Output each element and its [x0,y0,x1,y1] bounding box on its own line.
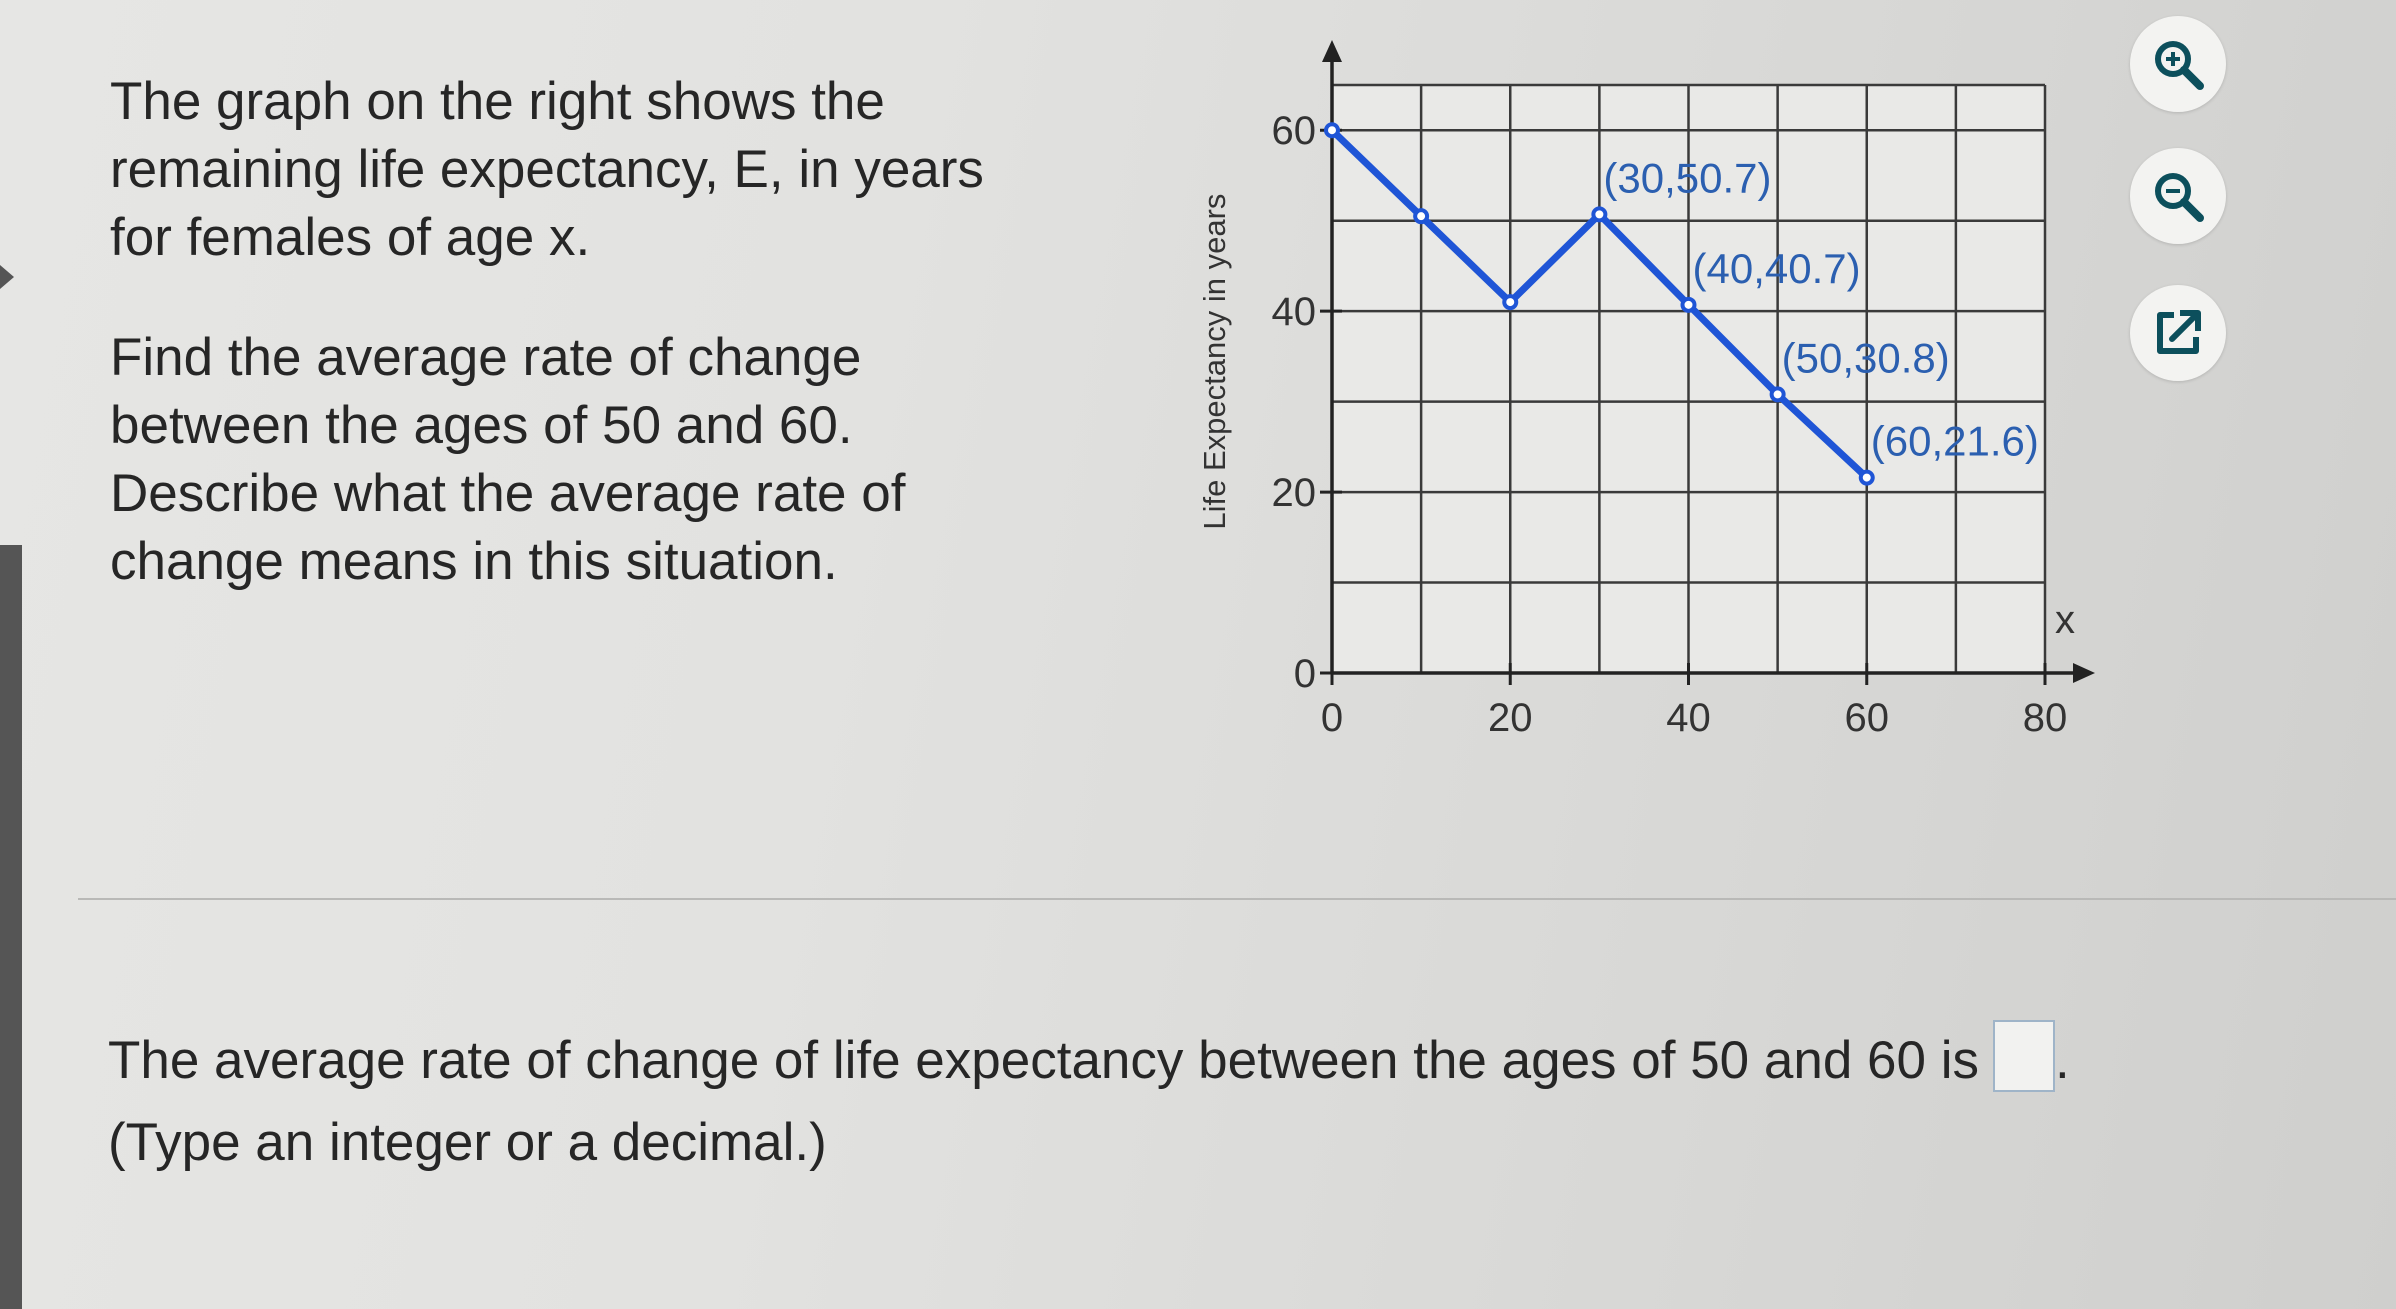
life-expectancy-chart: 0 20 40 60 80 0 20 40 60 x Life Expectancy in year… [1197,40,2095,740]
y-tick-label: 40 [1272,290,1317,334]
zoom-in-button[interactable] [2130,16,2226,112]
zoom-out-button[interactable] [2130,148,2226,244]
popout-button[interactable] [2130,285,2226,381]
panel-collapse-arrow[interactable] [0,265,14,289]
y-axis-arrow [1322,40,1342,62]
point-label: (30,50.7) [1603,154,1771,201]
x-tick-label: 20 [1488,696,1533,740]
section-divider [78,898,2396,900]
x-tick-label: 0 [1321,696,1343,740]
data-point [1680,296,1697,313]
answer-period: . [2055,1031,2070,1090]
x-axis-arrow [2073,663,2095,683]
y-tick-label: 0 [1294,652,1316,696]
point-label: (50,30.8) [1782,334,1950,381]
y-axis-title: Life Expectancy in years [1197,194,1232,530]
y-tick-label: 20 [1272,471,1317,515]
answer-section: The average rate of change of life expec… [108,1020,2358,1184]
data-point [1858,469,1875,486]
answer-sentence: The average rate of change of life expec… [108,1031,1979,1090]
answer-hint: (Type an integer or a decimal.) [108,1113,827,1172]
x-tick-label: 80 [2023,696,2068,740]
left-panel-edge [0,545,22,1309]
data-point [1502,294,1519,311]
external-link-icon [2157,310,2201,354]
point-label: (40,40.7) [1693,245,1861,292]
data-point [1591,206,1608,223]
x-axis-title: x [2055,598,2075,642]
x-tick-label: 40 [1666,696,1711,740]
zoom-in-icon [2155,41,2204,90]
y-tick-label: 60 [1272,109,1317,153]
question-text: The graph on the right shows the remaini… [110,68,1030,648]
answer-input-box[interactable] [1993,1020,2055,1092]
data-point [1324,122,1340,139]
x-tick-label: 60 [1845,696,1890,740]
point-label: (60,21.6) [1871,418,2039,465]
zoom-out-icon [2155,173,2204,222]
question-task: Find the average rate of change between … [110,328,906,591]
question-description: The graph on the right shows the remaini… [110,72,984,267]
data-point [1769,386,1786,403]
answer-line: The average rate of change of life expec… [108,1020,2358,1102]
data-point [1413,208,1430,225]
